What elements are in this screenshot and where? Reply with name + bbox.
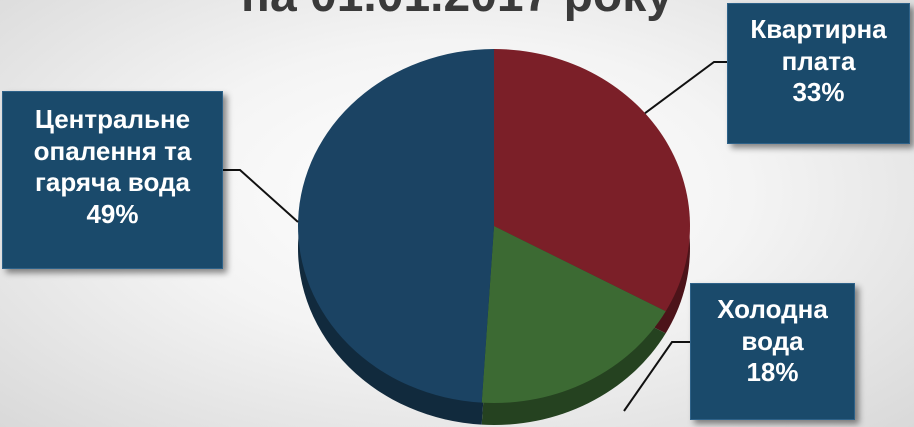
data-label-line: Холодна <box>717 294 828 324</box>
pie-slice-heating <box>298 49 494 403</box>
data-label-rent: Квартирна плата 33% <box>727 3 910 144</box>
data-label-line: 49% <box>86 199 139 230</box>
data-label-line: Центральне <box>34 104 191 134</box>
pie-top-layer <box>298 49 690 403</box>
leader-line-heating <box>223 169 299 223</box>
data-label-line: 33% <box>792 77 845 108</box>
leader-lines <box>223 61 728 412</box>
pie-slice-rent <box>494 49 690 312</box>
data-label-line: плата <box>781 45 856 76</box>
data-label-heating: Центральне опалення та гаряча вода 49% <box>2 91 223 269</box>
data-label-line: опалення та <box>33 135 192 166</box>
data-label-line: вода <box>741 325 804 356</box>
data-label-cold-water: Холодна вода 18% <box>690 283 855 420</box>
pie-slice-cold-water <box>481 226 666 403</box>
leader-line-rent <box>644 61 728 114</box>
data-label-line: 18% <box>746 357 799 388</box>
data-label-line: Квартирна <box>750 14 887 44</box>
leader-line-cold-water <box>623 341 690 412</box>
data-label-line: гаряча вода <box>35 167 190 198</box>
chart-title: на 01.01.2017 року <box>0 0 914 23</box>
